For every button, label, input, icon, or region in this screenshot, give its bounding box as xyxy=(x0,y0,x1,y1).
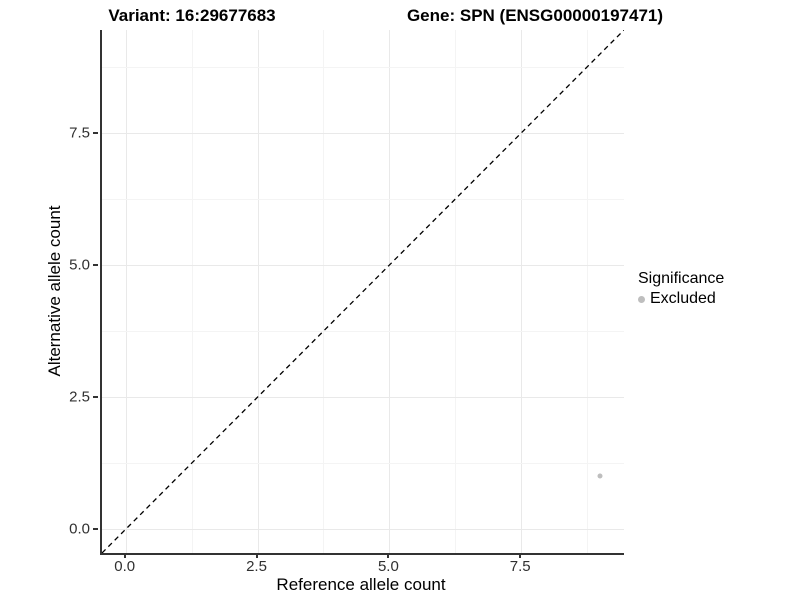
x-axis-title: Reference allele count xyxy=(276,575,446,594)
y-axis-title: Alternative allele count xyxy=(45,205,64,377)
data-point xyxy=(597,473,603,479)
y-tick-mark xyxy=(93,396,98,399)
x-tick-mark xyxy=(519,553,522,558)
plot-panel xyxy=(100,30,624,555)
legend-title: Significance xyxy=(638,270,725,287)
y-tick-label: 2.5 xyxy=(69,388,90,406)
legend-item-label: Excluded xyxy=(650,290,716,307)
legend-point-icon xyxy=(638,295,645,303)
y-tick-mark xyxy=(93,528,98,531)
x-tick-mark xyxy=(123,553,126,558)
legend-item-excluded: Excluded xyxy=(638,290,724,308)
x-tick-label: 0.0 xyxy=(114,558,136,575)
x-tick-label: 2.5 xyxy=(246,558,267,575)
x-tick-mark xyxy=(255,553,258,558)
legend: Significance Excluded xyxy=(638,270,724,308)
y-tick-mark xyxy=(93,132,98,134)
y-tick-label: 7.5 xyxy=(69,124,90,142)
y-tick-label: 5.0 xyxy=(69,256,90,274)
identity-line xyxy=(102,30,624,553)
x-tick-label: 5.0 xyxy=(377,558,399,575)
x-tick-mark xyxy=(387,553,390,558)
y-tick-label: 0.0 xyxy=(69,520,90,538)
y-tick-mark xyxy=(93,264,98,267)
gene-title: Gene: SPN (ENSG00000197471) xyxy=(406,6,664,25)
x-tick-label: 7.5 xyxy=(509,558,531,575)
variant-title: Variant: 16:29677683 xyxy=(108,6,276,25)
